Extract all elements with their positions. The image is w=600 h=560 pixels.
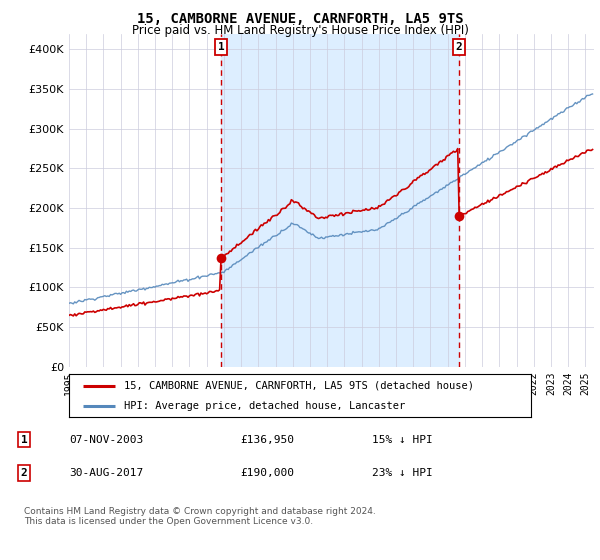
Text: 1: 1 <box>20 435 28 445</box>
Text: 07-NOV-2003: 07-NOV-2003 <box>69 435 143 445</box>
Text: 15, CAMBORNE AVENUE, CARNFORTH, LA5 9TS (detached house): 15, CAMBORNE AVENUE, CARNFORTH, LA5 9TS … <box>124 381 475 391</box>
Text: 30-AUG-2017: 30-AUG-2017 <box>69 468 143 478</box>
Text: Contains HM Land Registry data © Crown copyright and database right 2024.
This d: Contains HM Land Registry data © Crown c… <box>24 507 376 526</box>
Text: 1: 1 <box>218 42 225 52</box>
Text: 2: 2 <box>20 468 28 478</box>
Bar <box>221 34 459 367</box>
Text: 2: 2 <box>455 42 463 52</box>
Text: £136,950: £136,950 <box>240 435 294 445</box>
Text: 15% ↓ HPI: 15% ↓ HPI <box>372 435 433 445</box>
Text: 15, CAMBORNE AVENUE, CARNFORTH, LA5 9TS: 15, CAMBORNE AVENUE, CARNFORTH, LA5 9TS <box>137 12 463 26</box>
Text: 23% ↓ HPI: 23% ↓ HPI <box>372 468 433 478</box>
Text: HPI: Average price, detached house, Lancaster: HPI: Average price, detached house, Lanc… <box>124 402 406 411</box>
Text: £190,000: £190,000 <box>240 468 294 478</box>
Text: Price paid vs. HM Land Registry's House Price Index (HPI): Price paid vs. HM Land Registry's House … <box>131 24 469 37</box>
